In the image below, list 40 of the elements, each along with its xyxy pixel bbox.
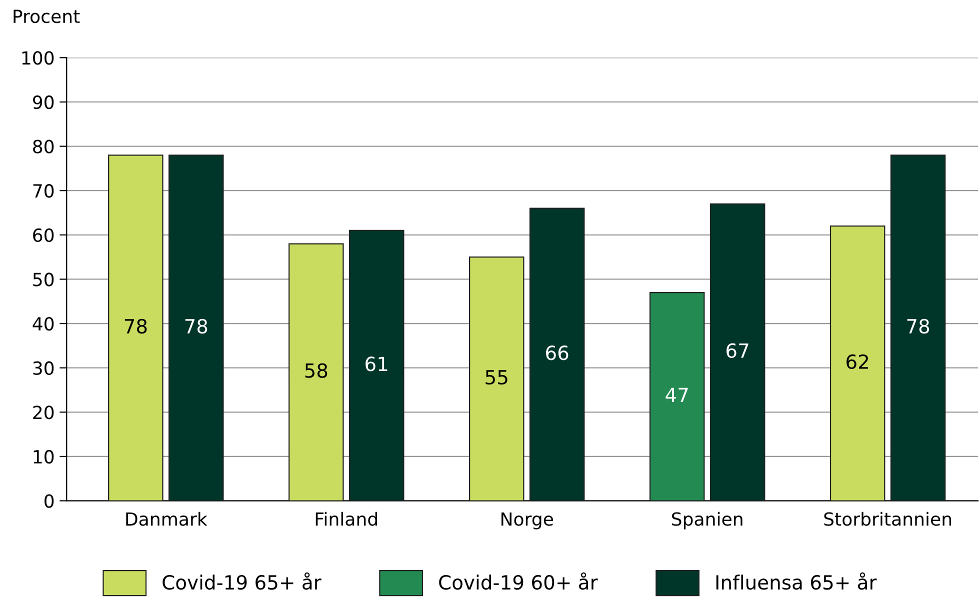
bar bbox=[890, 154, 946, 501]
x-tick-label: Norge bbox=[502, 512, 554, 530]
y-tick-label: 60 bbox=[33, 228, 54, 242]
y-tick-label: 100 bbox=[22, 51, 54, 65]
data-label: 78 bbox=[124, 318, 147, 334]
bar bbox=[529, 208, 585, 501]
y-tick-label: 20 bbox=[33, 406, 54, 420]
data-label: 78 bbox=[185, 318, 208, 334]
bar bbox=[168, 154, 224, 501]
legend-label: Covid-19 60+ år bbox=[439, 572, 598, 590]
x-tick-label: Danmark bbox=[126, 512, 208, 526]
y-tick-label: 10 bbox=[34, 450, 54, 464]
bar bbox=[830, 225, 886, 501]
y-tick-label: 40 bbox=[32, 316, 54, 331]
y-tick-label: 70 bbox=[33, 184, 54, 198]
y-tick-label: 0 bbox=[44, 494, 54, 508]
y-tick-label: 80 bbox=[33, 140, 54, 154]
y-tick-label: 90 bbox=[32, 95, 54, 110]
data-label: 61 bbox=[366, 356, 388, 372]
x-tick-label: Finland bbox=[316, 512, 377, 526]
bar bbox=[348, 230, 404, 501]
y-tick-label: 50 bbox=[33, 272, 54, 286]
bar bbox=[108, 154, 164, 501]
x-tick-label: Spanien bbox=[672, 512, 742, 530]
bar bbox=[468, 256, 524, 501]
data-label: 62 bbox=[846, 354, 868, 370]
data-label: 47 bbox=[666, 388, 688, 402]
y-tick-label: 30 bbox=[33, 361, 54, 375]
data-label: 66 bbox=[546, 345, 568, 360]
data-label: 58 bbox=[305, 363, 328, 378]
bar bbox=[710, 203, 766, 501]
legend-label: Influensa 65+ år bbox=[716, 572, 877, 590]
legend-label: Covid-19 65+ år bbox=[162, 572, 322, 590]
bar bbox=[649, 292, 705, 501]
x-tick-label: Storbritannien bbox=[824, 512, 952, 526]
data-label: 67 bbox=[726, 343, 748, 358]
data-label: 78 bbox=[907, 318, 930, 334]
data-label: 55 bbox=[486, 370, 508, 385]
bar bbox=[288, 243, 344, 501]
y-axis-title: Procent bbox=[14, 10, 80, 24]
